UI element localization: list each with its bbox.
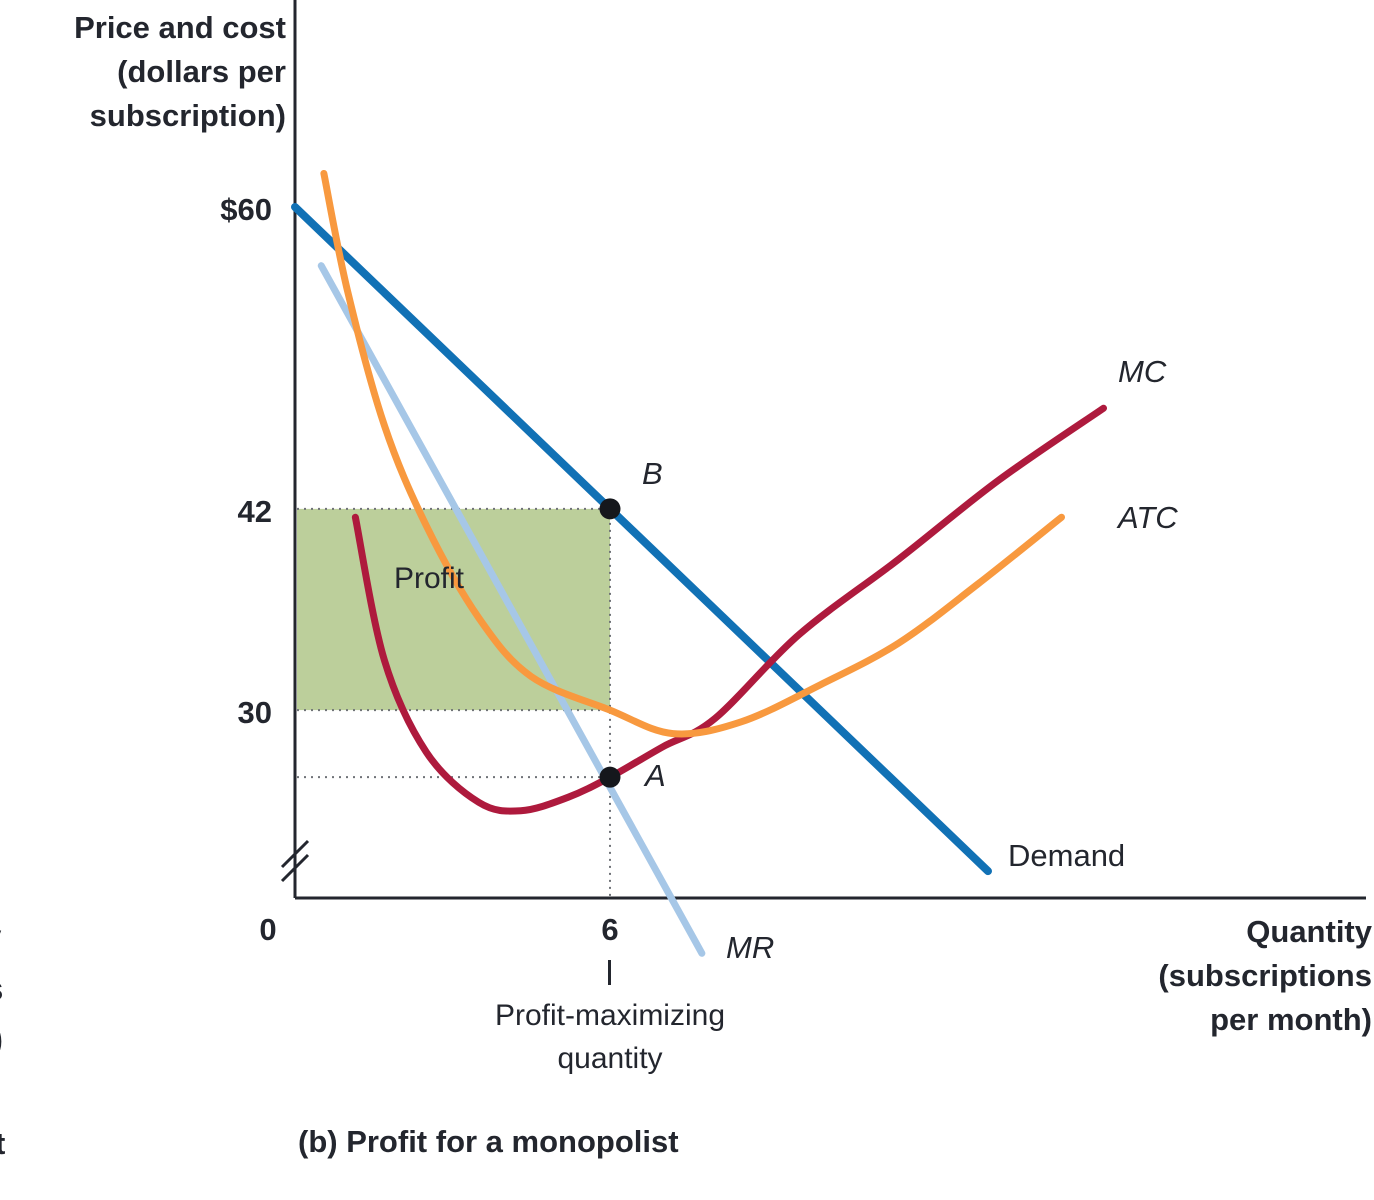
x-tick-6: 6: [601, 912, 619, 947]
edge-fragment-2: s: [0, 966, 3, 1013]
y-tick-60: $60: [220, 192, 272, 227]
y-tick-30: 30: [237, 695, 272, 730]
demand-curve-label: Demand: [1008, 838, 1126, 873]
x-axis-title: Quantity (subscriptions per month): [1158, 914, 1372, 1038]
point-a-label: A: [645, 758, 666, 793]
y-axis-title: Price and cost (dollars per subscription…: [74, 10, 286, 134]
y-tick-42: 42: [237, 494, 272, 529]
profit-max-annotation: Profit-maximizing quantity: [494, 999, 726, 1075]
figure-caption: (b) Profit for a monopolist: [298, 1124, 679, 1159]
mc-curve-label: MC: [1118, 354, 1167, 389]
x-tick-0: 0: [259, 912, 277, 947]
edge-fragment-4: t: [0, 1126, 6, 1161]
edge-fragment-3: ): [0, 1016, 3, 1063]
edge-fragment-1: y: [0, 914, 1, 961]
atc-curve-label: ATC: [1118, 500, 1178, 535]
mr-curve-label: MR: [726, 930, 775, 965]
profit-region-label: Profit: [394, 562, 465, 595]
point-b-label: B: [642, 456, 663, 491]
profit-max-tick: [608, 960, 611, 985]
